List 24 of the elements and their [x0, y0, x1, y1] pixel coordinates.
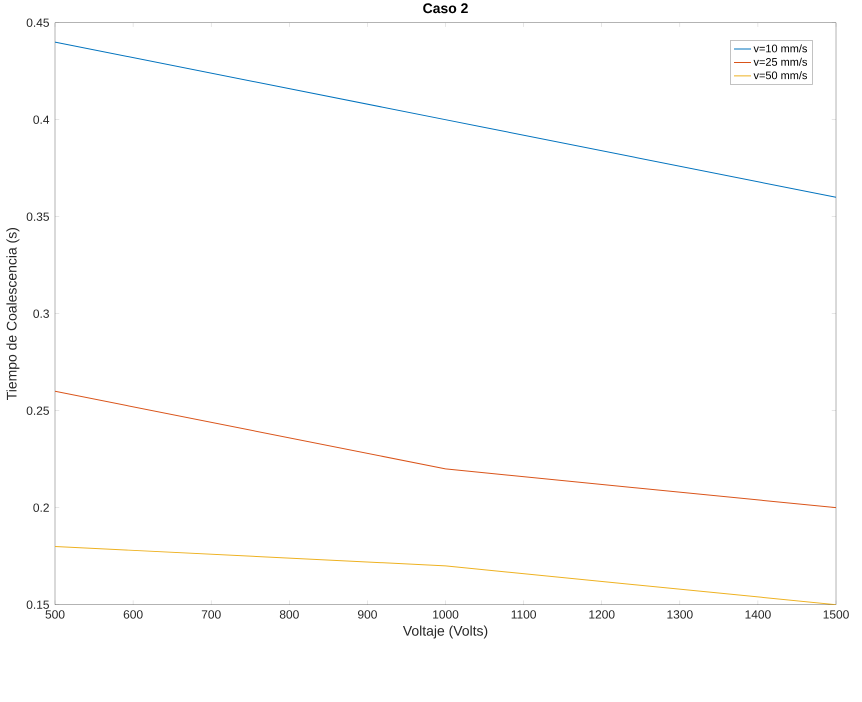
x-tick-label: 1500	[824, 610, 849, 619]
x-tick-label: 1200	[589, 610, 615, 619]
x-axis-title: Voltaje (Volts)	[402, 626, 488, 639]
x-tick-label: 700	[202, 610, 221, 619]
x-tick-label: 1400	[746, 610, 771, 619]
x-tick-label: 900	[358, 610, 377, 619]
y-tick-label: 0.15	[26, 600, 49, 610]
y-tick-label: 0.4	[33, 116, 50, 124]
y-tick-label: 0.25	[26, 406, 49, 416]
y-tick-label: 0.3	[33, 310, 49, 318]
y-tick-label: 0.35	[26, 212, 49, 222]
y-tick-label: 0.2	[33, 504, 49, 512]
x-tick-label: 600	[124, 610, 143, 619]
legend-label: v=25 mm/s	[754, 58, 807, 66]
x-tick-label: 1100	[512, 610, 536, 619]
x-tick-label: 800	[280, 610, 299, 619]
legend-label: v=50 mm/s	[754, 71, 807, 80]
x-tick-label: 1000	[433, 610, 458, 619]
x-tick-label: 1300	[667, 610, 693, 619]
x-tick-label: 500	[46, 610, 65, 619]
chart-title: Caso 2	[423, 3, 468, 14]
y-tick-label: 0.45	[26, 18, 49, 28]
legend-label: v=10 mm/s	[754, 44, 807, 53]
y-axis-title: Tiempo de Coalescencia (s)	[6, 228, 20, 400]
